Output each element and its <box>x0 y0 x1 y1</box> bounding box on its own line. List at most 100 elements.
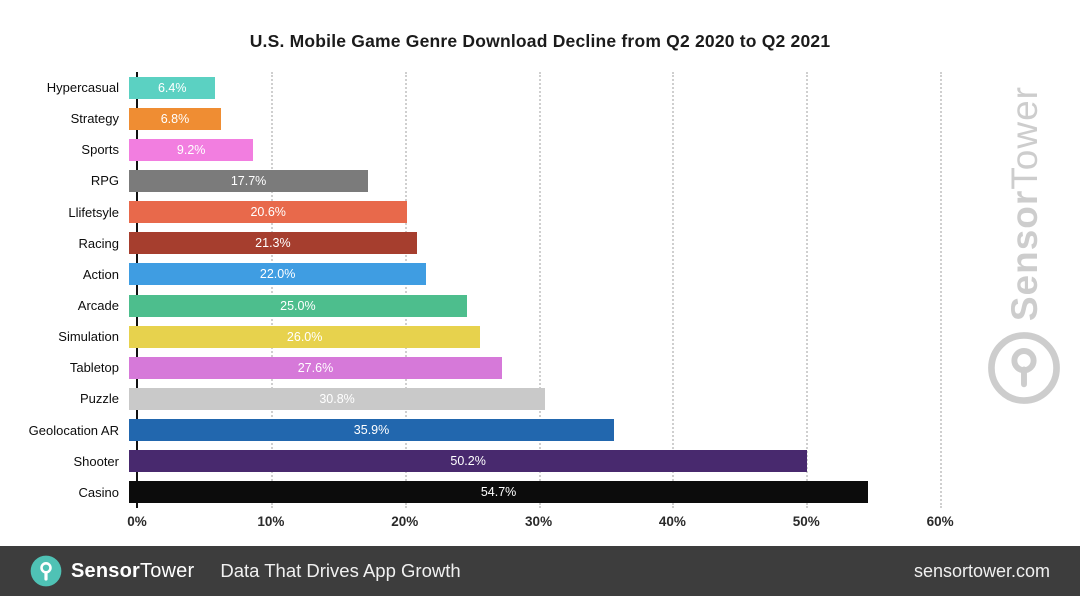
bar: 50.2% <box>129 450 808 473</box>
bar-track: 6.4% <box>129 72 987 103</box>
x-tick-label: 50% <box>792 514 820 529</box>
bar: 17.7% <box>129 169 369 192</box>
x-tick-label: 30% <box>525 514 553 529</box>
bar-track: 30.8% <box>129 383 987 414</box>
bar-track: 20.6% <box>129 197 987 228</box>
category-label: Casino <box>78 484 119 500</box>
sensortower-logo-icon <box>30 555 62 587</box>
bar-track: 22.0% <box>129 259 987 290</box>
bar: 25.0% <box>129 294 467 317</box>
bar-track: 9.2% <box>129 134 987 165</box>
bar: 26.0% <box>129 325 481 348</box>
bar-track: 27.6% <box>129 352 987 383</box>
gridline-60 <box>940 72 943 508</box>
chart-body: Hypercasual 6.4% Strategy 6.8% Sports 9.2% RPG… <box>0 72 987 508</box>
bar-track: 6.8% <box>129 103 987 134</box>
gridline-20 <box>404 72 407 508</box>
footer-left: SensorTower Data That Drives App Growth <box>30 555 461 587</box>
chart-title: U.S. Mobile Game Genre Download Decline … <box>249 31 831 51</box>
bar: 35.9% <box>129 419 615 442</box>
category-label: Hypercasual <box>46 80 119 96</box>
category-label: Sports <box>81 142 119 158</box>
x-axis-tick-labels: 0% 10% 20% 30% 40% 50% 60% <box>127 514 987 534</box>
footer-brand: SensorTower <box>71 560 194 583</box>
category-label: RPG <box>90 173 119 189</box>
bar: 54.7% <box>129 481 869 504</box>
category-label: Action <box>82 266 119 282</box>
bar-track: 21.3% <box>129 228 987 259</box>
x-tick-label: 40% <box>658 514 686 529</box>
watermark: SensorTower <box>982 86 1066 405</box>
bar-track: 25.0% <box>129 290 987 321</box>
bar-track: 17.7% <box>129 165 987 196</box>
bar-track: 26.0% <box>129 321 987 352</box>
category-label: Simulation <box>58 329 119 345</box>
bar-row: Simulation 26.0% <box>0 321 987 352</box>
bar: 6.8% <box>129 107 221 130</box>
bar-value-label: 20.6% <box>250 205 286 220</box>
bar-value-label: 35.9% <box>353 423 390 438</box>
footer-tagline: Data That Drives App Growth <box>220 560 461 581</box>
y-axis-line <box>136 72 138 508</box>
category-label: Geolocation AR <box>28 422 119 438</box>
category-label: Shooter <box>73 453 119 469</box>
bar: 9.2% <box>129 138 254 161</box>
bar-row: Action 22.0% <box>0 259 987 290</box>
bar-row: Hypercasual 6.4% <box>0 72 987 103</box>
bar-value-label: 27.6% <box>297 360 334 375</box>
sensortower-watermark-logo-icon <box>988 332 1060 405</box>
bar: 27.6% <box>129 356 502 379</box>
category-label: Arcade <box>77 298 119 314</box>
bar-track: 35.9% <box>129 415 987 446</box>
gridline-50 <box>806 72 809 508</box>
bar-row: Shooter 50.2% <box>0 446 987 477</box>
bar-track: 50.2% <box>129 446 987 477</box>
bar-row: Strategy 6.8% <box>0 103 987 134</box>
bar: 21.3% <box>129 232 417 255</box>
footer-brand-bold: Sensor <box>71 559 141 582</box>
bar: 6.4% <box>129 76 216 99</box>
footer: SensorTower Data That Drives App Growth … <box>0 546 1080 596</box>
bar-value-label: 26.0% <box>286 329 323 344</box>
bar-track: 54.7% <box>129 477 987 508</box>
category-label: Strategy <box>70 111 119 127</box>
grid-layer <box>136 72 987 508</box>
bar-row: Geolocation AR 35.9% <box>0 415 987 446</box>
gridline-40 <box>672 72 675 508</box>
gridline-30 <box>538 72 541 508</box>
footer-site-link[interactable]: sensortower.com <box>913 560 1050 581</box>
bar-rows: Hypercasual 6.4% Strategy 6.8% Sports 9.2% RPG… <box>0 72 987 508</box>
category-label: Llifetsyle <box>68 204 119 220</box>
x-tick-label: 0% <box>127 514 147 529</box>
bar-value-label: 22.0% <box>259 267 296 282</box>
bar-row: Arcade 25.0% <box>0 290 987 321</box>
watermark-text-light: Tower <box>1003 86 1045 190</box>
bar-value-label: 50.2% <box>450 454 486 469</box>
bar-value-label: 30.8% <box>319 391 355 406</box>
bar-value-label: 6.4% <box>157 80 187 95</box>
bar-value-label: 6.8% <box>160 111 190 126</box>
bar-value-label: 21.3% <box>255 236 291 251</box>
watermark-text: SensorTower <box>1003 86 1045 321</box>
bar-row: Casino 54.7% <box>0 477 987 508</box>
gridline-10 <box>270 72 273 508</box>
category-label: Racing <box>78 235 119 251</box>
bar-row: Sports 9.2% <box>0 134 987 165</box>
footer-brand-regular: Tower <box>140 559 195 582</box>
bar-value-label: 25.0% <box>280 298 316 313</box>
bar-value-label: 9.2% <box>176 142 206 157</box>
x-tick-label: 60% <box>926 514 954 529</box>
bar-row: RPG 17.7% <box>0 165 987 196</box>
bar-row: Puzzle 30.8% <box>0 383 987 414</box>
category-label: Tabletop <box>69 360 119 376</box>
x-tick-label: 20% <box>391 514 419 529</box>
bar: 20.6% <box>129 201 408 224</box>
bar-value-label: 54.7% <box>480 485 517 500</box>
bar-row: Tabletop 27.6% <box>0 352 987 383</box>
bar-value-label: 17.7% <box>230 173 267 188</box>
bar: 22.0% <box>129 263 427 286</box>
x-tick-label: 10% <box>257 514 285 529</box>
bar-row: Llifetsyle 20.6% <box>0 197 987 228</box>
bar-row: Racing 21.3% <box>0 228 987 259</box>
